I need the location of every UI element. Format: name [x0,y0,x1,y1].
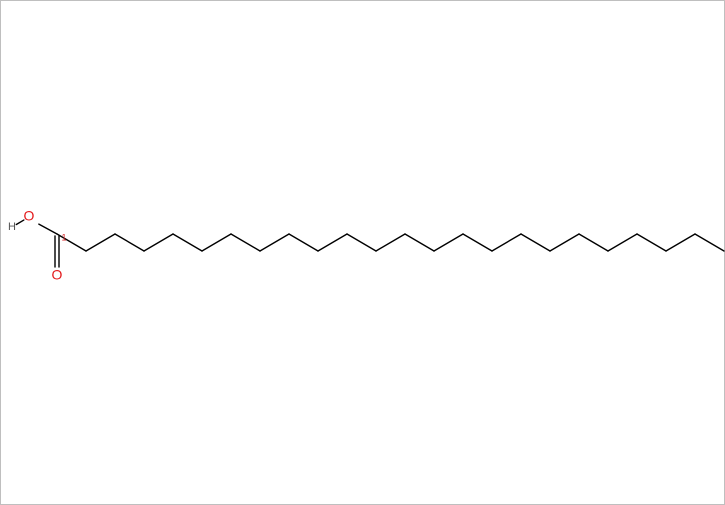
chain-bond [144,234,173,251]
chain-bond [86,234,115,251]
chain-bond [521,234,550,251]
chain-bond [115,234,144,251]
chain-bond [492,234,521,251]
chain-bond [173,234,202,251]
chain-bond [405,234,434,251]
chain-bond [202,234,231,251]
chain-bond [289,234,318,251]
chain-bond [260,234,289,251]
chain-bond [463,234,492,251]
molecule-canvas: OOH1 [0,0,725,505]
chain-bond [318,234,347,251]
chain-bond [637,234,666,251]
chain-bond [231,234,260,251]
oxygen-hydroxyl-label: O [24,208,35,224]
chain-bond [666,234,695,251]
chain-bond [434,234,463,251]
locant-1-label: 1 [61,232,66,242]
chain-bond [608,234,637,251]
chain-bond [550,234,579,251]
chain-bond [376,234,405,251]
oxygen-double-label: O [52,267,63,283]
hydrogen-label: H [8,221,16,233]
chain-bond [579,234,608,251]
chain-bond [347,234,376,251]
chain-bond [695,234,724,251]
c-o-bond [39,224,57,234]
